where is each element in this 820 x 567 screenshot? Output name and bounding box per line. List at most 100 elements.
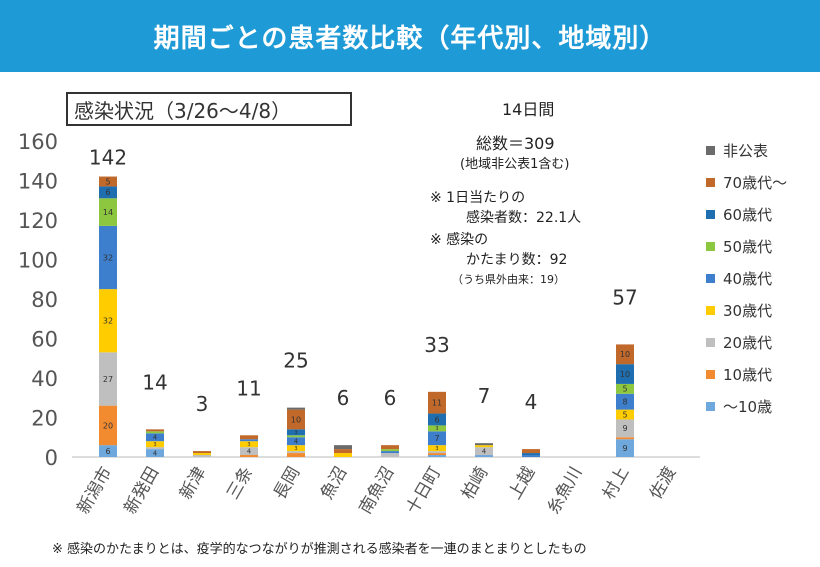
info-period: 14日間 bbox=[502, 100, 555, 119]
legend-label: 60歳代 bbox=[723, 206, 773, 224]
bar-segment bbox=[193, 455, 211, 457]
segment-value-label: 4 bbox=[482, 447, 486, 455]
info-total: 総数＝309 bbox=[476, 134, 555, 153]
bar-segment bbox=[240, 455, 258, 457]
segment-value-label: 5 bbox=[105, 177, 110, 186]
bar-segment bbox=[522, 455, 540, 457]
bar-segment bbox=[146, 431, 164, 434]
y-tick-label: 80 bbox=[31, 288, 58, 312]
bar-segment bbox=[193, 453, 211, 456]
y-tick-label: 140 bbox=[18, 170, 58, 194]
category-label: 新発田 bbox=[121, 464, 164, 518]
bar-total-label: 6 bbox=[337, 386, 350, 410]
legend-item: 50歳代 bbox=[706, 236, 772, 257]
bar-segment bbox=[428, 451, 446, 454]
bar-segment bbox=[334, 453, 352, 457]
bar-segment bbox=[428, 453, 446, 456]
category-label: 南魚沼 bbox=[356, 464, 399, 518]
bar-segment bbox=[99, 225, 117, 290]
bar-segment bbox=[616, 344, 634, 365]
category-label: 三条 bbox=[223, 464, 257, 503]
bar-segment bbox=[99, 405, 117, 446]
bar-segment bbox=[146, 447, 164, 450]
segment-value-label: 9 bbox=[622, 424, 627, 433]
page-title: 期間ごとの患者数比較（年代別、地域別） bbox=[0, 0, 820, 72]
bar-segment bbox=[522, 453, 540, 456]
bar-total-label: 11 bbox=[236, 376, 261, 400]
bar-segment bbox=[616, 409, 634, 420]
bar-segment bbox=[616, 439, 634, 457]
segment-value-label: 8 bbox=[622, 398, 627, 407]
legend-swatch bbox=[706, 338, 715, 347]
bar-segment bbox=[475, 443, 493, 446]
info-cluster-2: かたまり数：92 bbox=[466, 252, 568, 268]
bar-segment bbox=[99, 198, 117, 226]
segment-value-label: 3 bbox=[435, 426, 438, 432]
legend-swatch bbox=[706, 210, 715, 219]
segment-value-label: 4 bbox=[294, 438, 298, 446]
segment-value-label: 5 bbox=[622, 410, 627, 419]
y-tick-label: 100 bbox=[18, 249, 58, 273]
legend-label: 非公表 bbox=[723, 142, 769, 160]
bar-total-label: 14 bbox=[142, 370, 167, 394]
y-tick-label: 160 bbox=[18, 130, 58, 154]
category-label: 新津 bbox=[176, 464, 210, 503]
bar-segment bbox=[428, 431, 446, 446]
bar-segment bbox=[240, 439, 258, 442]
segment-value-label: 3 bbox=[294, 446, 297, 452]
category-label: 糸魚川 bbox=[544, 464, 587, 518]
bar-segment bbox=[99, 289, 117, 353]
segment-value-label: 4 bbox=[247, 447, 251, 455]
bar-total-label: 57 bbox=[612, 285, 637, 309]
segment-value-label: 9 bbox=[622, 444, 627, 453]
bar-segment bbox=[287, 429, 305, 436]
period-badge: 感染状況（3/26～4/8） bbox=[66, 92, 352, 126]
legend-swatch bbox=[706, 370, 715, 379]
segment-value-label: 3 bbox=[153, 442, 156, 448]
bar-segment bbox=[428, 391, 446, 414]
legend-label: 40歳代 bbox=[723, 270, 773, 288]
bar-segment bbox=[99, 445, 117, 457]
bar-segment bbox=[616, 364, 634, 384]
segment-value-label: 4 bbox=[153, 434, 157, 442]
segment-value-label: 7 bbox=[434, 434, 439, 443]
segment-value-label: 3 bbox=[294, 430, 297, 436]
legend-swatch bbox=[706, 146, 715, 155]
category-label: 新潟市 bbox=[74, 464, 117, 518]
bar-segment bbox=[146, 441, 164, 448]
legend-item: 40歳代 bbox=[706, 268, 772, 289]
bar-segment bbox=[287, 453, 305, 457]
bar-segment bbox=[287, 445, 305, 452]
segment-value-label: 32 bbox=[103, 317, 113, 326]
legend-swatch bbox=[706, 402, 715, 411]
legend-swatch bbox=[706, 178, 715, 187]
legend-label: 50歳代 bbox=[723, 238, 773, 256]
segment-value-label: 6 bbox=[105, 188, 110, 197]
legend-item: 70歳代～ bbox=[706, 172, 787, 193]
bar-segment bbox=[428, 413, 446, 426]
category-label: 柏崎 bbox=[458, 464, 492, 503]
bar-segment bbox=[428, 455, 446, 457]
legend-label: ～10歳 bbox=[723, 398, 773, 416]
category-label: 魚沼 bbox=[317, 464, 351, 503]
bar-segment bbox=[475, 447, 493, 456]
bar-segment bbox=[475, 445, 493, 448]
y-tick-label: 60 bbox=[31, 328, 58, 352]
bar-segment bbox=[381, 445, 399, 450]
bar-segment bbox=[616, 383, 634, 394]
legend-label: 10歳代 bbox=[723, 366, 773, 384]
info-per-day-2: 感染者数：22.1人 bbox=[466, 210, 582, 226]
segment-value-label: 11 bbox=[432, 399, 442, 408]
info-cluster-note: （うち県外由来：19） bbox=[452, 273, 565, 286]
bar-segment bbox=[616, 437, 634, 440]
bar-segment bbox=[240, 435, 258, 440]
segment-value-label: 5 bbox=[622, 385, 627, 394]
bar-total-label: 142 bbox=[89, 146, 127, 170]
bar-segment bbox=[146, 433, 164, 442]
bar-segment bbox=[240, 447, 258, 456]
segment-value-label: 4 bbox=[153, 449, 157, 457]
segment-value-label: 3 bbox=[247, 442, 250, 448]
legend-item: 60歳代 bbox=[706, 204, 772, 225]
legend-item: 非公表 bbox=[706, 140, 768, 161]
segment-value-label: 10 bbox=[620, 350, 630, 359]
